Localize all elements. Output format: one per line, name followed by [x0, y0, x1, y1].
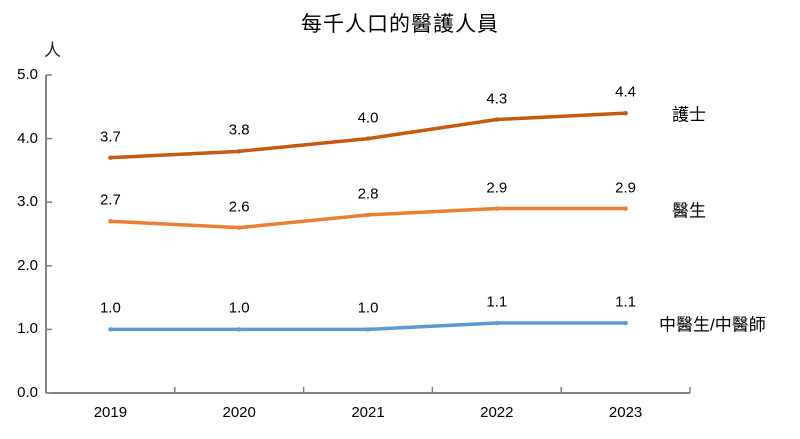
y-tick-label: 0.0 — [17, 384, 38, 401]
series-point-nurses — [237, 149, 242, 154]
x-tick-label: 2020 — [222, 404, 256, 421]
series-point-doctors — [365, 212, 371, 218]
data-label-chinese-medicine-practitioners-2019: 1.0 — [99, 299, 121, 317]
data-label-chinese-medicine-practitioners-2022: 1.1 — [486, 293, 508, 311]
data-label-doctors-2020: 2.6 — [228, 198, 250, 216]
y-tick-label: 3.0 — [17, 193, 38, 211]
series-line-doctors — [108, 206, 628, 230]
series-point-doctors — [494, 206, 499, 211]
data-label-doctors-2019: 2.7 — [99, 191, 121, 209]
data-label-doctors-2022: 2.9 — [486, 179, 508, 197]
data-label-doctors-2023: 2.9 — [615, 179, 637, 197]
data-label-nurses-2020: 3.8 — [228, 121, 250, 139]
x-tick-label: 2022 — [480, 404, 514, 421]
series-point-doctors — [108, 219, 113, 224]
series-point-nurses — [365, 136, 371, 141]
series-point-chinese-medicine-practitioners — [237, 327, 242, 332]
chart-title: 每千人口的醫護人員 — [301, 13, 499, 36]
x-tick-label: 2021 — [351, 404, 385, 421]
series-point-nurses — [623, 110, 628, 116]
data-label-nurses-2023: 4.4 — [615, 83, 637, 101]
series-label-doctors: 醫生 — [672, 201, 706, 221]
series-point-chinese-medicine-practitioners — [108, 327, 113, 332]
y-tick-label: 5.0 — [17, 66, 38, 83]
data-label-nurses-2022: 4.3 — [486, 90, 508, 108]
x-tick-label: 2019 — [93, 404, 128, 421]
series-point-doctors — [623, 206, 628, 211]
series-point-chinese-medicine-practitioners — [494, 320, 499, 326]
series-label-chinese-medicine-practitioners: 中醫生/中醫師 — [659, 315, 766, 335]
data-label-doctors-2021: 2.8 — [357, 185, 379, 203]
series-point-chinese-medicine-practitioners — [623, 320, 628, 326]
series-point-nurses — [108, 155, 113, 160]
y-tick-label: 1.0 — [17, 320, 38, 338]
y-axis-unit-label: 人 — [44, 41, 61, 60]
data-label-nurses-2019: 3.7 — [99, 128, 121, 146]
x-tick-label: 2023 — [608, 404, 643, 421]
y-tick-label: 2.0 — [17, 256, 38, 274]
series-label-nurses: 護士 — [672, 105, 706, 125]
data-label-chinese-medicine-practitioners-2023: 1.1 — [615, 293, 637, 311]
data-label-chinese-medicine-practitioners-2021: 1.0 — [357, 299, 379, 317]
series-point-doctors — [237, 225, 242, 230]
series-point-nurses — [494, 117, 499, 122]
data-label-nurses-2021: 4.0 — [357, 109, 379, 127]
y-tick-label: 4.0 — [17, 129, 38, 147]
series-point-chinese-medicine-practitioners — [365, 327, 371, 332]
data-label-chinese-medicine-practitioners-2020: 1.0 — [228, 299, 250, 317]
